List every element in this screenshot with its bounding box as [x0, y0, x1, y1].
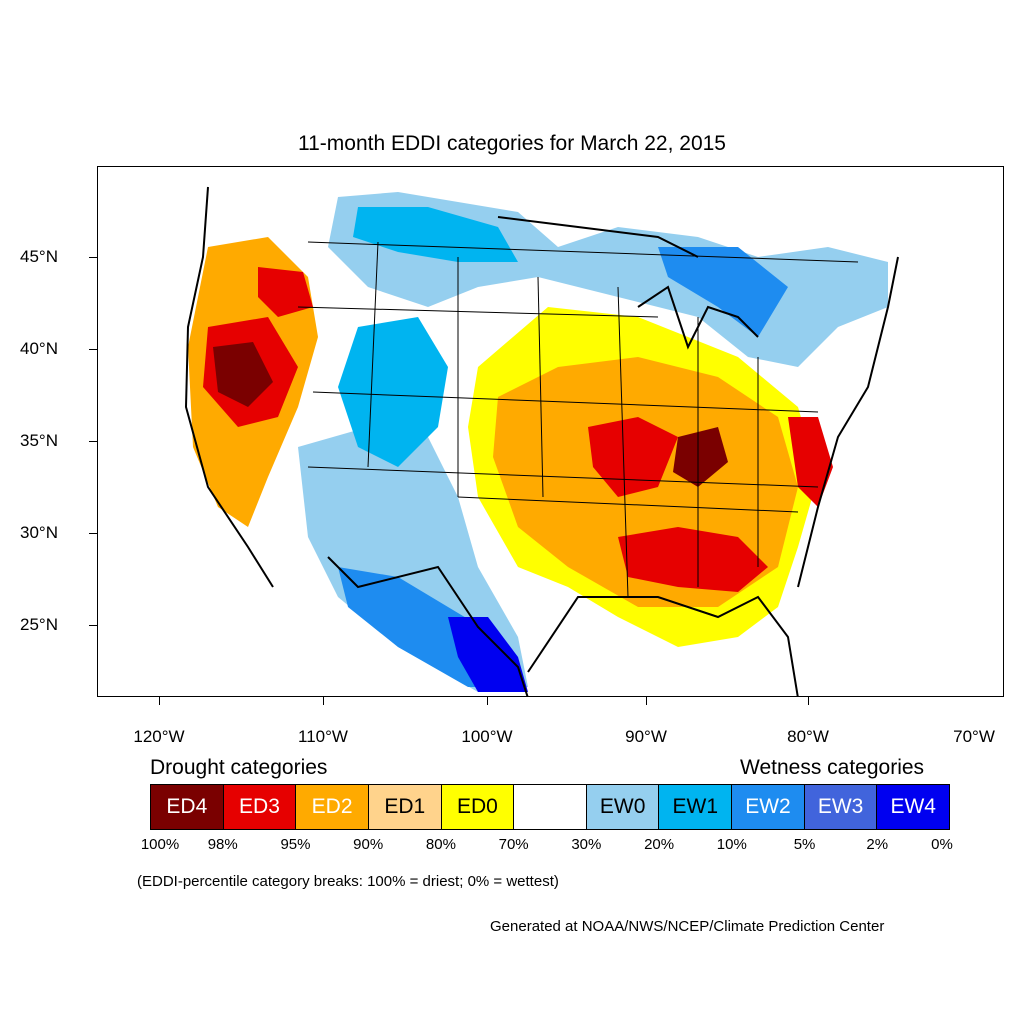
- percentile-label: 10%: [716, 836, 747, 853]
- x-tick-mark: [487, 697, 488, 705]
- percentile-label: 0%: [931, 836, 953, 853]
- drought-east-coast: [788, 417, 833, 507]
- percentile-label: 20%: [644, 836, 675, 853]
- x-tick-mark: [646, 697, 647, 705]
- legend-box-ew0: EW0: [586, 785, 660, 829]
- x-tick-mark: [808, 697, 809, 705]
- percentile-label: 100%: [140, 836, 180, 853]
- percentile-label: 98%: [207, 836, 238, 853]
- y-tick-mark: [89, 441, 97, 442]
- x-tick-mark: [159, 697, 160, 705]
- drought-west-extreme: [213, 342, 273, 407]
- percentile-label: 70%: [498, 836, 529, 853]
- legend-box-ew4: EW4: [877, 785, 950, 829]
- x-tick-120w: 120°W: [133, 727, 185, 746]
- x-tick-mark: [323, 697, 324, 705]
- legend-box-ed3: ED3: [223, 785, 297, 829]
- drought-northwest-core: [258, 267, 313, 317]
- drought-categories-label: Drought categories: [150, 756, 328, 779]
- y-tick-mark: [89, 349, 97, 350]
- y-tick-mark: [89, 533, 97, 534]
- legend-box-ed4: ED4: [151, 785, 224, 829]
- x-tick-110w: 110°W: [298, 727, 348, 746]
- category-legend: ED4 ED3 ED2 ED1 ED0 EW0 EW1 EW2 EW3 EW4: [150, 784, 950, 830]
- percentile-label: 95%: [280, 836, 311, 853]
- y-tick-mark: [89, 625, 97, 626]
- map-title: 11-month EDDI categories for March 22, 2…: [298, 132, 726, 155]
- percentile-label: 80%: [425, 836, 456, 853]
- map-panel: [97, 166, 1004, 697]
- percentile-note: (EDDI-percentile category breaks: 100% =…: [137, 873, 559, 890]
- legend-box-neutral: [514, 785, 587, 829]
- legend-box-ed0: ED0: [441, 785, 515, 829]
- y-tick-30: 30°N: [20, 523, 58, 542]
- drought-central-core: [588, 417, 678, 497]
- y-tick-35: 35°N: [20, 431, 58, 450]
- y-tick-40: 40°N: [20, 339, 58, 358]
- state-boundaries: [297, 241, 859, 598]
- legend-box-ew2: EW2: [732, 785, 805, 829]
- x-tick-90w: 90°W: [625, 727, 667, 746]
- wet-region-texas-core: [448, 617, 528, 692]
- wet-region-northeast-core: [658, 247, 788, 337]
- percentile-label: 30%: [571, 836, 602, 853]
- legend-box-ed1: ED1: [368, 785, 442, 829]
- legend-box-ew1: EW1: [659, 785, 733, 829]
- percentile-label: 90%: [353, 836, 384, 853]
- y-tick-45: 45°N: [20, 247, 58, 266]
- legend-box-ew3: EW3: [804, 785, 878, 829]
- coastlines: [184, 186, 899, 696]
- eddi-map: [183, 167, 899, 696]
- x-tick-70w: 70°W: [953, 727, 995, 746]
- drought-ohio-extreme: [673, 427, 728, 487]
- y-tick-25: 25°N: [20, 615, 58, 634]
- credit-text: Generated at NOAA/NWS/NCEP/Climate Predi…: [490, 918, 885, 935]
- percentile-label: 5%: [793, 836, 816, 853]
- percentile-label: 2%: [866, 836, 889, 853]
- y-tick-mark: [89, 257, 97, 258]
- wetness-categories-label: Wetness categories: [740, 756, 925, 779]
- wet-region-rockies: [338, 317, 448, 467]
- x-tick-100w: 100°W: [461, 727, 513, 746]
- drought-southeast-core: [618, 527, 768, 592]
- x-tick-80w: 80°W: [787, 727, 829, 746]
- legend-box-ed2: ED2: [296, 785, 369, 829]
